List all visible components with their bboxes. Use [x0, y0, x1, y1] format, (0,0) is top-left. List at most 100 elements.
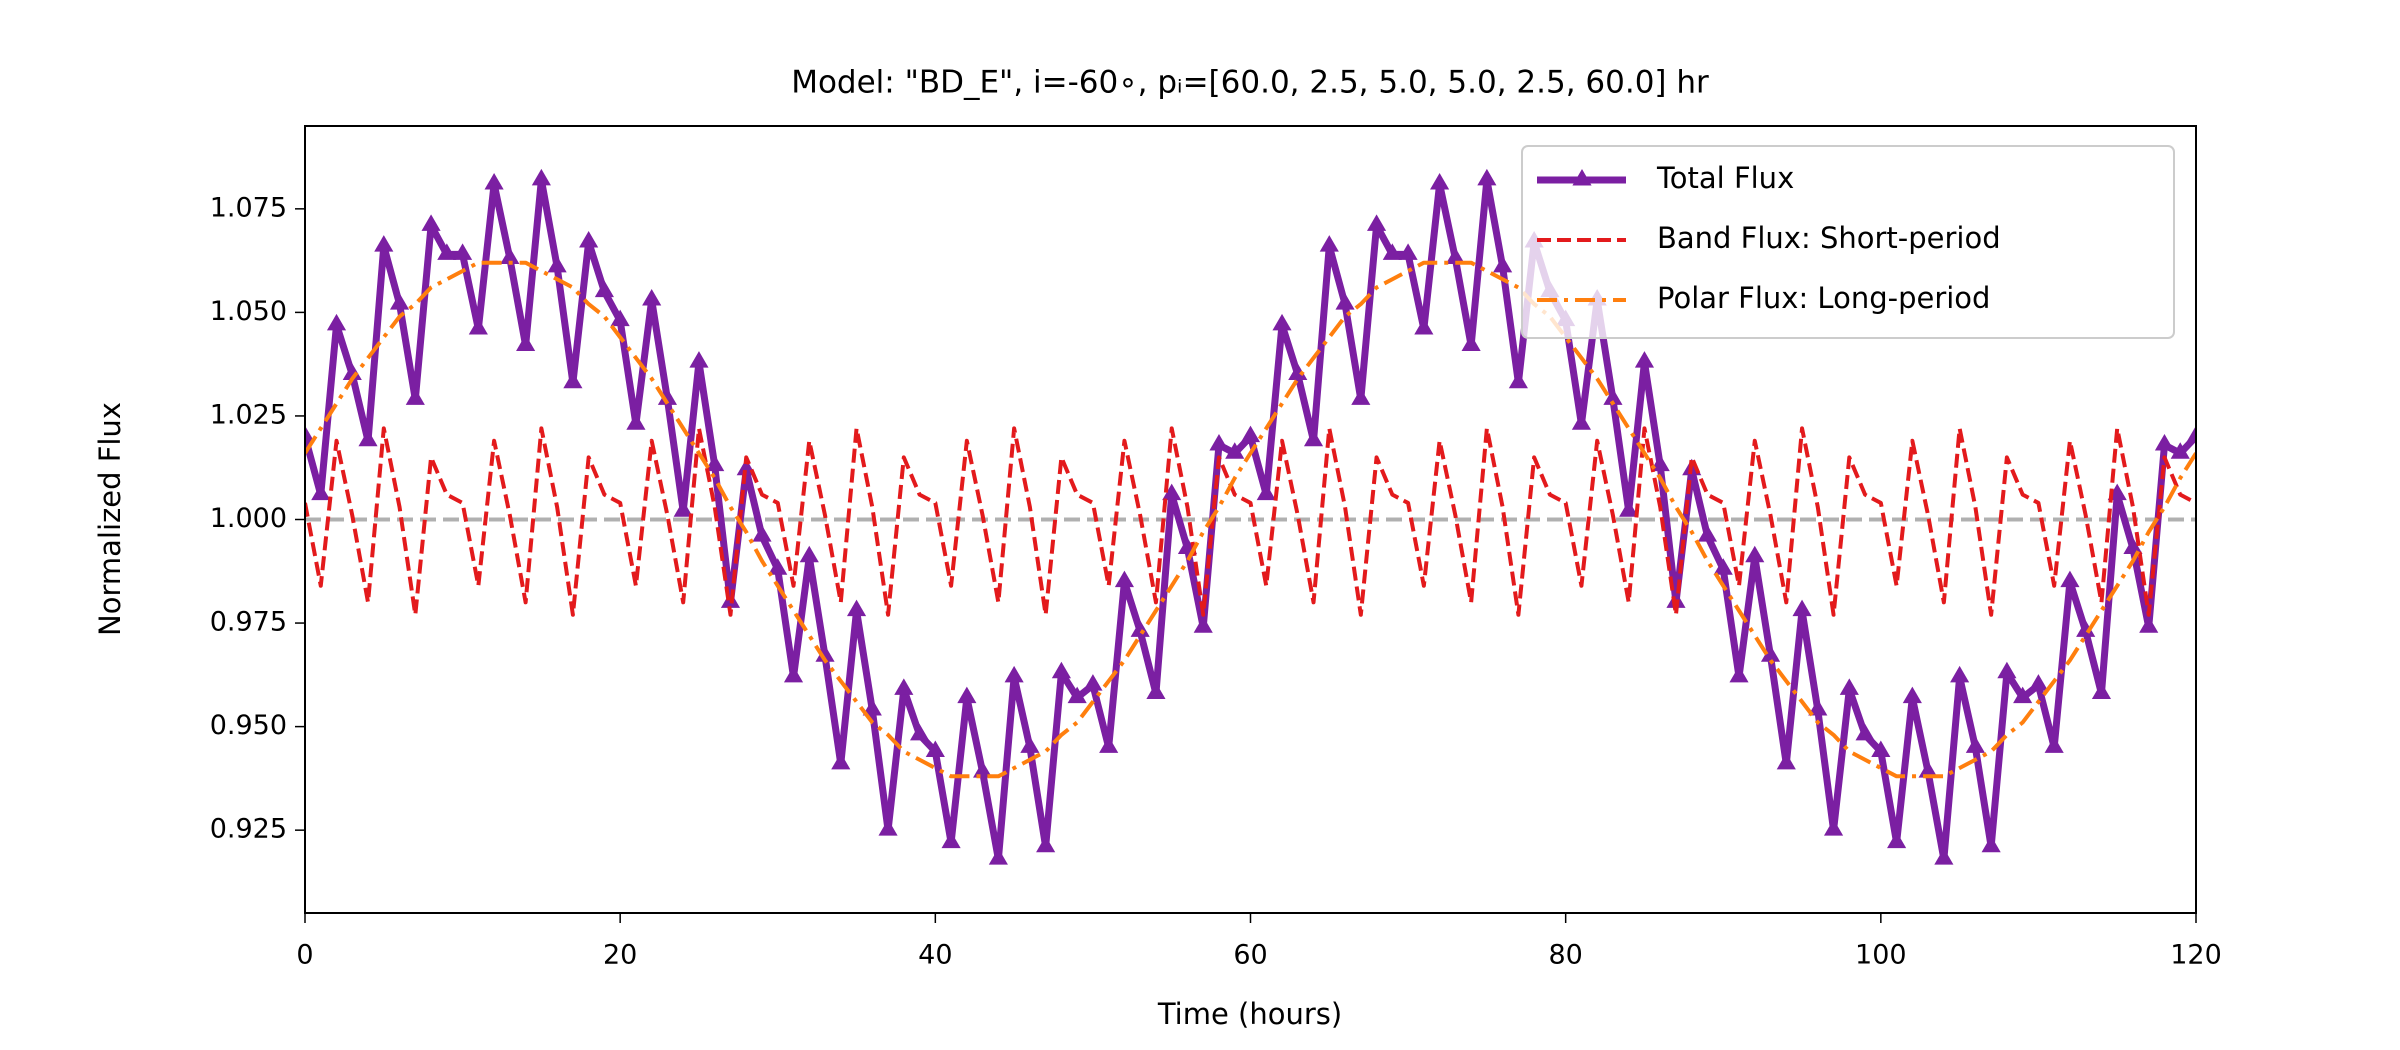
data-point — [957, 686, 977, 704]
data-point — [910, 723, 930, 741]
data-point — [1760, 645, 1781, 662]
data-point — [705, 454, 725, 472]
x-tick-label: 40 — [918, 940, 952, 971]
data-point — [516, 334, 536, 352]
data-point — [1871, 740, 1891, 757]
data-point — [374, 235, 394, 252]
axes-frame — [304, 125, 2197, 914]
data-point — [1745, 545, 1765, 563]
data-point — [2076, 620, 2096, 637]
data-point — [768, 558, 788, 575]
data-point — [657, 388, 678, 405]
data-point — [531, 168, 551, 186]
data-point — [1634, 351, 1655, 368]
data-point — [1619, 500, 1639, 517]
data-point — [1083, 674, 1103, 691]
legend-label: Total Flux — [1656, 161, 1794, 195]
data-point — [326, 313, 347, 331]
data-point — [1461, 334, 1481, 352]
data-point — [437, 243, 457, 260]
data-point — [2139, 616, 2159, 633]
data-point — [1382, 243, 1402, 260]
data-point — [1855, 723, 1875, 741]
data-point — [1823, 819, 1844, 836]
data-point — [1477, 168, 1497, 186]
data-point — [358, 429, 378, 447]
data-point — [1225, 442, 1245, 459]
data-point — [1697, 525, 1718, 542]
data-point — [673, 500, 693, 517]
data-point — [342, 363, 362, 381]
data-point — [311, 483, 331, 501]
data-point — [1036, 835, 1056, 853]
data-point — [1414, 317, 1434, 335]
data-point — [1729, 665, 1749, 683]
data-point — [579, 230, 599, 248]
data-point — [1051, 661, 1071, 679]
series-line — [305, 426, 2196, 617]
y-tick-label: 1.050 — [210, 296, 287, 327]
data-point — [1162, 483, 1182, 501]
data-point — [941, 831, 961, 849]
data-point — [563, 371, 583, 389]
x-tick-label: 100 — [1855, 940, 1907, 971]
data-point — [1256, 483, 1276, 501]
data-point — [831, 752, 851, 770]
data-point — [1430, 172, 1450, 190]
data-point — [2154, 433, 2175, 451]
y-tick-label: 0.925 — [210, 814, 287, 845]
data-point — [1209, 433, 1229, 451]
y-tick-label: 0.975 — [210, 607, 287, 638]
data-point — [1997, 661, 2017, 679]
data-point — [689, 351, 709, 368]
data-point — [1004, 665, 1024, 683]
y-tick-label: 1.025 — [210, 399, 287, 430]
data-point — [1965, 736, 1985, 753]
data-point — [2170, 442, 2190, 459]
x-tick-label: 20 — [603, 940, 637, 971]
data-point — [1319, 235, 1339, 252]
data-point — [1445, 247, 1465, 265]
data-point — [500, 247, 520, 265]
data-point — [1335, 293, 1355, 310]
data-point — [1571, 413, 1591, 430]
data-point — [1272, 313, 1292, 331]
legend-label: Band Flux: Short-period — [1657, 221, 2001, 255]
data-point — [1950, 665, 1970, 683]
data-point — [594, 280, 614, 298]
data-point — [925, 740, 945, 757]
data-point — [894, 678, 914, 695]
y-axis-label: Normalized Flux — [93, 402, 127, 636]
data-point — [642, 288, 662, 306]
data-point — [1493, 255, 1513, 273]
x-tick-label: 80 — [1548, 940, 1582, 971]
data-point — [626, 413, 646, 430]
data-point — [1981, 835, 2001, 853]
data-point — [988, 848, 1008, 865]
data-point — [1366, 214, 1387, 231]
data-point — [547, 255, 567, 273]
data-point — [1776, 752, 1796, 770]
x-axis-label: Time (hours) — [1157, 997, 1342, 1031]
data-point — [2028, 674, 2048, 691]
data-point — [1902, 686, 1922, 704]
x-tick-label: 60 — [1233, 940, 1267, 971]
x-tick-label: 0 — [296, 940, 313, 971]
y-tick-label: 1.000 — [210, 503, 287, 534]
data-point — [405, 388, 425, 405]
data-point — [468, 317, 488, 335]
data-point — [1099, 736, 1119, 753]
data-point — [2060, 570, 2080, 588]
data-point — [421, 214, 441, 231]
legend-marker — [1572, 169, 1592, 186]
data-point — [1288, 363, 1308, 381]
data-point — [2186, 425, 2196, 443]
data-point — [610, 309, 630, 327]
data-point — [1603, 388, 1623, 405]
data-point — [878, 819, 898, 836]
data-point — [1839, 678, 1859, 695]
data-point — [453, 243, 473, 260]
data-point — [2044, 736, 2064, 753]
data-point — [1934, 848, 1954, 865]
